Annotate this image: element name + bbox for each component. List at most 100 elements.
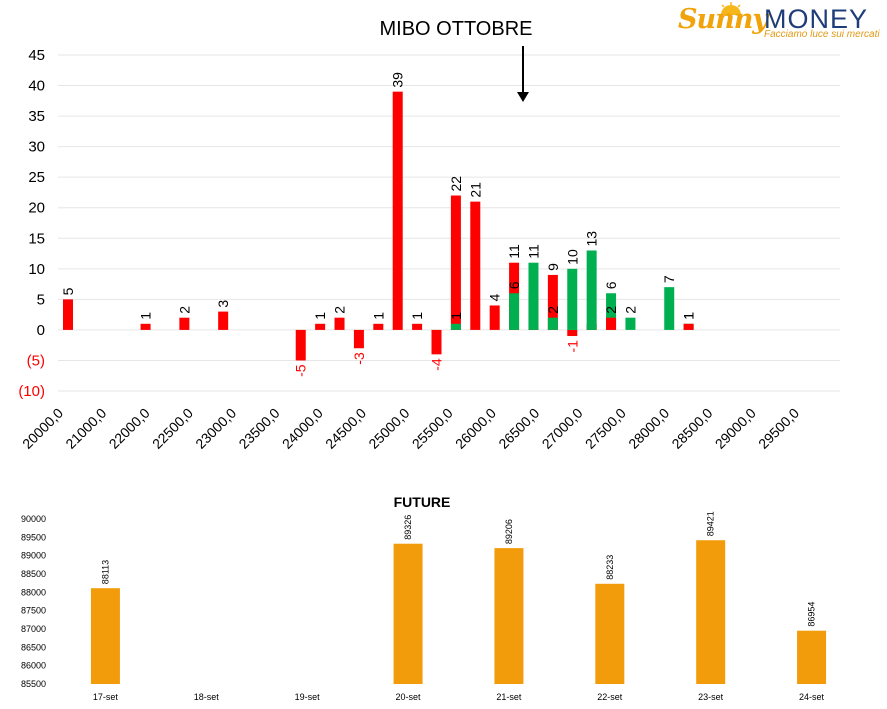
y-tick-label: 86500 [21, 642, 46, 652]
data-label: -1 [564, 340, 580, 353]
bar-green [567, 268, 578, 330]
data-label: 39 [390, 72, 406, 88]
bar-green [450, 323, 461, 330]
bar-red [392, 91, 403, 330]
y-tick-label: 88000 [21, 587, 46, 597]
bar-future [90, 588, 120, 684]
data-label: 1 [448, 312, 464, 320]
bar-future [595, 583, 625, 684]
data-label: 1 [681, 312, 697, 320]
data-label: 21 [467, 182, 483, 198]
bar-green [625, 317, 636, 330]
x-tick-label: 18-set [194, 692, 220, 702]
data-label: 2 [545, 306, 561, 314]
data-label: 11 [506, 244, 522, 259]
x-tick-label: 21-set [496, 692, 522, 702]
data-label: 2 [603, 306, 619, 314]
x-tick-label: 19-set [295, 692, 321, 702]
bar-red [683, 323, 694, 330]
y-tick-label: 30 [28, 139, 45, 156]
data-label: 3 [215, 300, 231, 308]
data-label: 10 [564, 249, 580, 265]
logo-sunny-text: Sunny [678, 4, 768, 35]
bar-red [489, 305, 500, 330]
chart-title: FUTURE [394, 494, 451, 510]
arrow-annotation-head [517, 92, 529, 102]
y-tick-label: 87000 [21, 624, 46, 634]
y-tick-label: 10 [28, 261, 45, 278]
bar-future [696, 540, 726, 684]
x-tick-label: 23-set [698, 692, 724, 702]
data-label: 1 [409, 312, 425, 320]
logo-tagline: Facciamo luce sui mercati [764, 29, 880, 40]
data-label: 86954 [807, 602, 817, 627]
bar-green [606, 293, 617, 330]
x-tick-label: 17-set [93, 692, 119, 702]
bar-red [470, 201, 481, 330]
y-tick-label: (10) [18, 383, 45, 400]
data-label: 1 [681, 312, 697, 320]
data-label: -5 [293, 364, 309, 377]
data-label: 13 [584, 231, 600, 247]
y-tick-label: 85500 [21, 679, 46, 689]
bar-red [567, 329, 578, 337]
y-tick-label: 5 [37, 291, 45, 308]
bar-red [353, 329, 364, 349]
data-label: 2 [622, 306, 638, 314]
bar-red [218, 311, 229, 330]
x-tick-label: 24-set [799, 692, 825, 702]
y-tick-label: 88500 [21, 569, 46, 579]
y-tick-label: 25 [28, 169, 45, 186]
bar-red [547, 274, 558, 330]
bar-red [412, 323, 423, 330]
y-tick-label: 87500 [21, 606, 46, 616]
y-tick-label: (5) [27, 352, 45, 369]
bar-green [586, 250, 597, 330]
data-label: 89206 [504, 519, 514, 544]
bar-red [431, 329, 442, 355]
data-label: 1 [312, 312, 328, 320]
bar-red [63, 299, 73, 330]
data-label: 2 [332, 306, 348, 314]
x-tick-label: 20-set [396, 692, 422, 702]
data-label: 4 [487, 293, 503, 301]
data-label: 6 [603, 281, 619, 289]
y-tick-label: 20 [28, 200, 45, 217]
bar-red [295, 329, 306, 361]
data-label: 22 [448, 176, 464, 192]
data-label: 7 [661, 275, 677, 283]
data-label: 89326 [403, 515, 413, 540]
data-label: 11 [525, 244, 541, 259]
bar-red [373, 323, 384, 330]
bar-green [664, 287, 675, 330]
y-tick-label: 89000 [21, 551, 46, 561]
y-tick-label: 45 [28, 47, 45, 64]
data-label: 2 [176, 306, 192, 314]
y-tick-label: 15 [28, 230, 45, 247]
data-label: 5 [60, 287, 76, 295]
x-tick-label: 22-set [597, 692, 623, 702]
y-tick-label: 35 [28, 108, 45, 125]
bar-future [797, 630, 827, 684]
data-label: -3 [351, 352, 367, 365]
data-label: 6 [506, 281, 522, 289]
data-label: 1 [138, 312, 154, 320]
sun-icon [721, 2, 741, 15]
bar-green [528, 262, 539, 330]
data-label: -4 [429, 358, 445, 371]
y-tick-label: 40 [28, 78, 45, 95]
data-label: 88233 [605, 555, 615, 580]
bar-red [334, 317, 345, 330]
data-label: 88113 [100, 560, 110, 584]
bar-future [393, 543, 423, 684]
bar-red [140, 323, 151, 330]
chart-title: MIBO OTTOBRE [380, 18, 533, 40]
bar-red [315, 323, 326, 330]
sunny-money-logo: Sunny MONEY Facciamo luce sui mercati [678, 2, 883, 42]
y-tick-label: 86000 [21, 661, 46, 671]
data-label: 89421 [706, 511, 716, 536]
data-label: 9 [545, 263, 561, 271]
bar-green [509, 293, 520, 330]
